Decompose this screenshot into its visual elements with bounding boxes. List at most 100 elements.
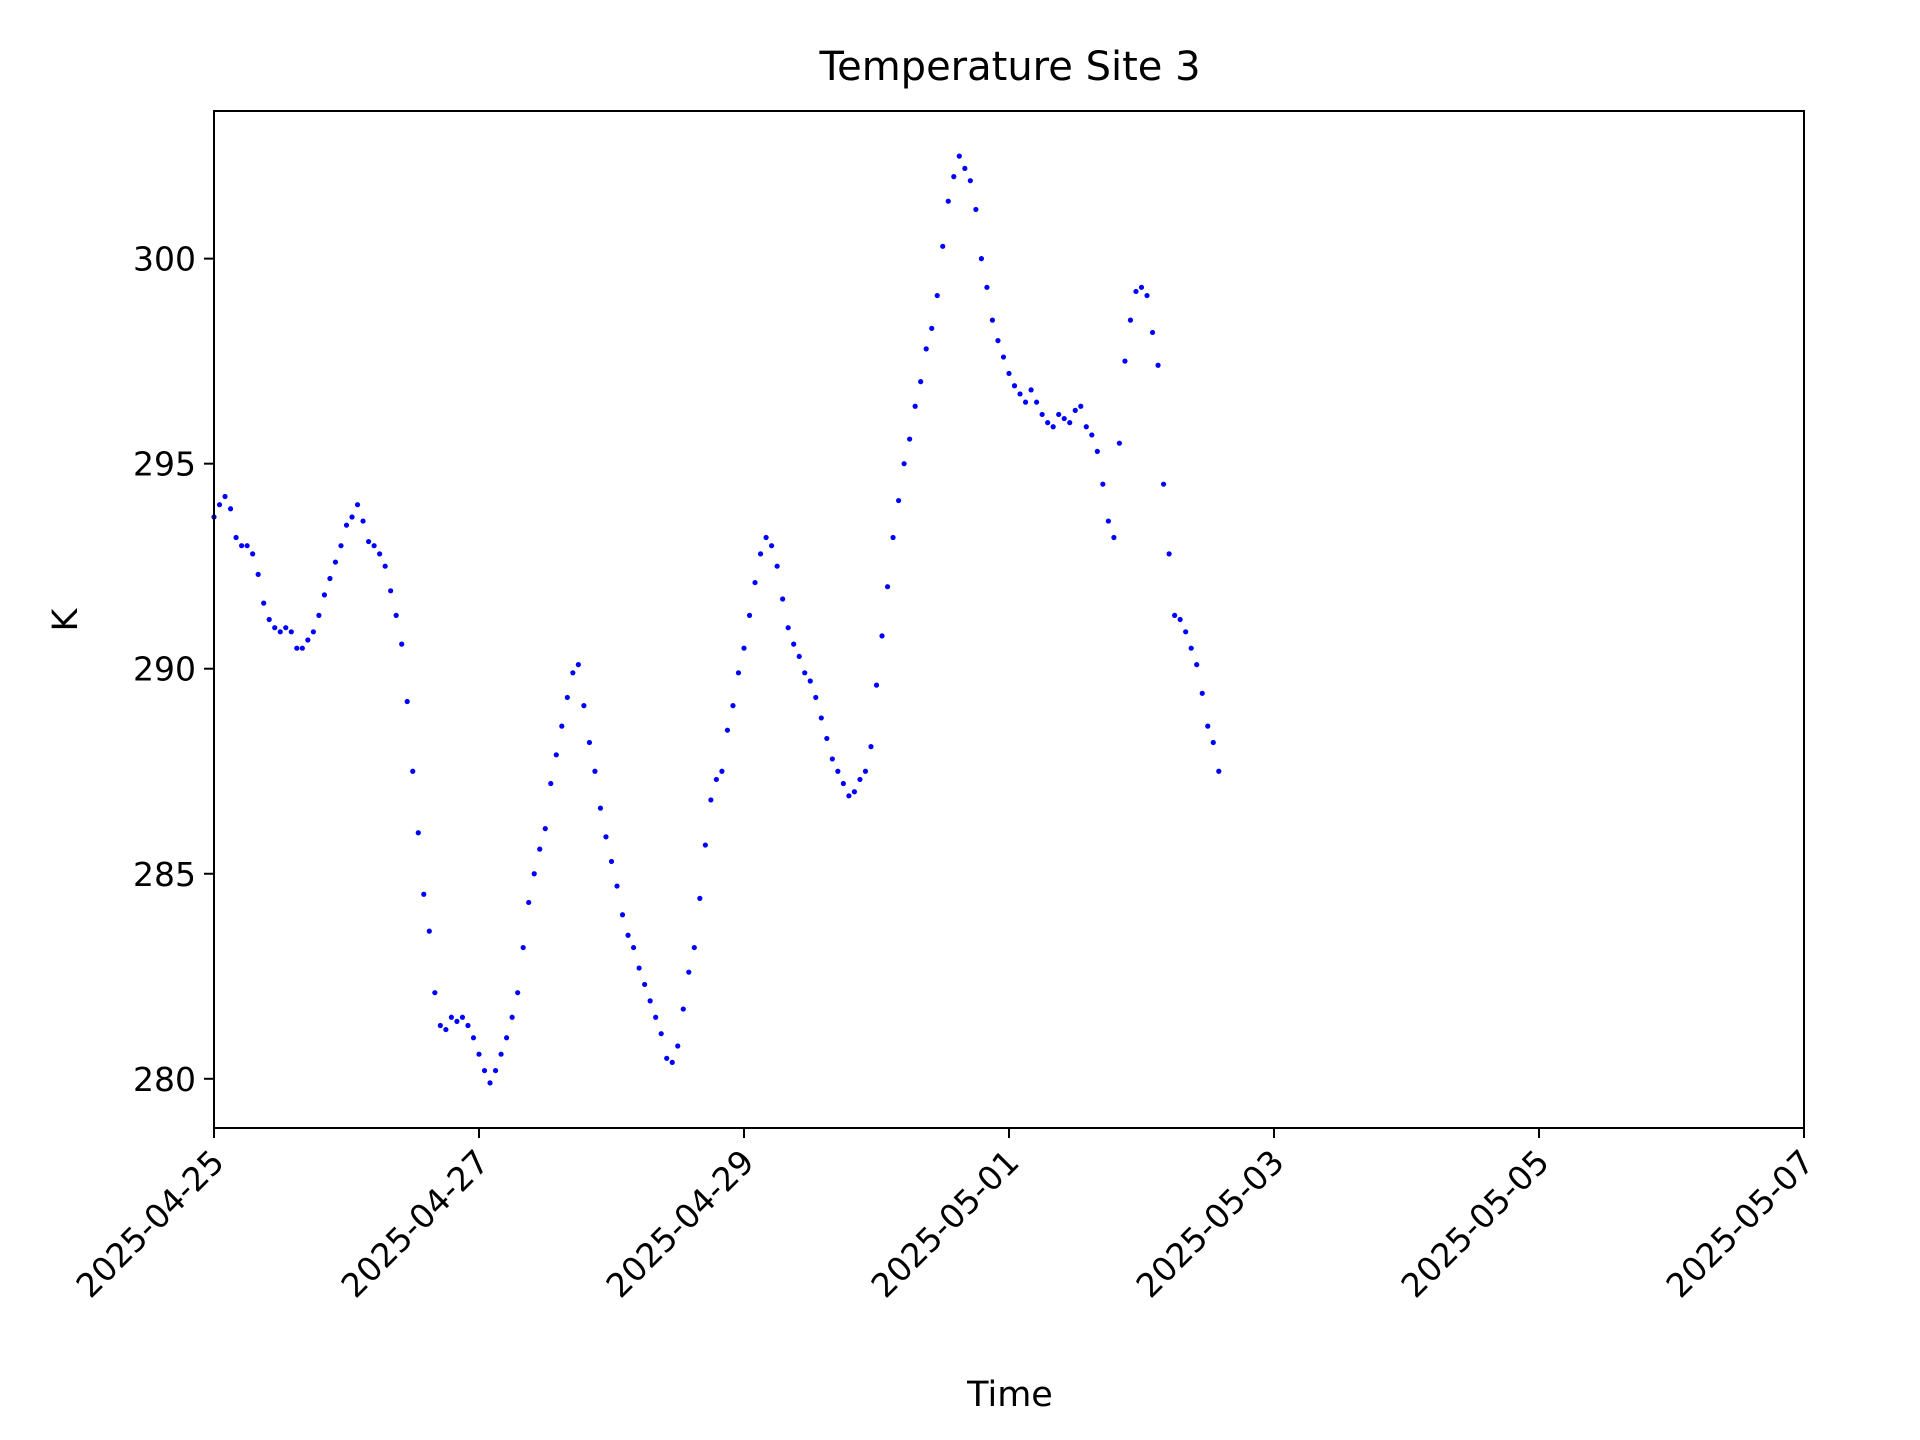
data-point — [305, 637, 311, 643]
data-point — [1105, 518, 1111, 524]
data-point — [520, 944, 526, 951]
data-point — [940, 243, 946, 249]
data-point — [1177, 616, 1183, 623]
data-point — [785, 625, 791, 631]
data-point — [1034, 399, 1040, 405]
data-point — [1188, 645, 1194, 651]
data-point — [294, 645, 300, 651]
data-point — [1028, 387, 1034, 393]
data-point — [1006, 370, 1012, 377]
data-point — [459, 1014, 466, 1020]
data-point — [691, 944, 697, 951]
data-point — [222, 493, 228, 500]
data-point — [868, 744, 874, 750]
data-point — [410, 768, 416, 774]
data-point — [973, 206, 979, 213]
data-point — [360, 518, 366, 524]
data-point — [1205, 723, 1211, 729]
data-point — [426, 928, 432, 934]
data-point — [404, 698, 410, 705]
data-point — [299, 645, 305, 651]
y-tick-label: 280 — [133, 1060, 196, 1099]
data-point — [846, 793, 852, 799]
data-point — [570, 670, 576, 676]
data-point — [752, 579, 758, 586]
data-point — [432, 990, 438, 996]
y-tick-label: 285 — [133, 855, 196, 894]
data-point — [465, 1022, 471, 1029]
data-point — [1127, 317, 1134, 323]
data-point — [581, 703, 587, 709]
data-point — [702, 842, 708, 848]
data-point — [515, 990, 521, 996]
data-point — [321, 592, 328, 598]
data-point — [1116, 440, 1123, 446]
data-point — [962, 165, 968, 172]
data-point — [619, 912, 626, 918]
data-point — [1072, 407, 1078, 413]
data-point — [310, 629, 316, 635]
data-point — [879, 633, 885, 639]
data-point — [1199, 690, 1205, 696]
data-point — [526, 899, 532, 906]
data-point — [388, 588, 394, 594]
data-point — [929, 325, 935, 331]
data-point — [918, 379, 924, 385]
y-axis-ticks: 280 285 290 295 300 — [133, 240, 214, 1099]
data-point — [487, 1080, 493, 1086]
data-point — [1133, 288, 1139, 295]
data-point — [277, 629, 283, 635]
data-point — [708, 797, 714, 803]
data-point — [912, 403, 918, 409]
data-point — [537, 846, 543, 852]
data-point — [614, 883, 620, 889]
x-tick-label: 2025-04-27 — [333, 1142, 496, 1305]
x-tick-label: 2025-04-25 — [68, 1142, 231, 1305]
y-axis-label: K — [46, 607, 86, 631]
data-point — [741, 645, 747, 651]
x-tick-label: 2025-04-29 — [598, 1142, 761, 1305]
data-point — [365, 538, 372, 545]
x-tick-label: 2025-05-07 — [1658, 1142, 1821, 1305]
data-point — [769, 543, 775, 549]
data-point — [818, 715, 824, 721]
data-point — [283, 625, 289, 631]
data-point — [586, 739, 593, 746]
data-point — [1094, 448, 1100, 454]
data-point — [1083, 424, 1089, 430]
data-point — [829, 756, 835, 762]
data-point — [332, 559, 339, 565]
data-point — [597, 805, 604, 811]
data-point — [608, 858, 615, 865]
data-point — [216, 502, 223, 508]
data-point — [1039, 411, 1045, 418]
data-point — [233, 534, 239, 541]
data-point — [1183, 629, 1189, 635]
data-point — [1216, 768, 1222, 774]
data-point — [553, 752, 559, 758]
data-point — [686, 969, 692, 975]
data-point — [393, 612, 399, 619]
data-point — [884, 584, 891, 590]
data-point — [266, 616, 272, 623]
data-point — [564, 694, 570, 701]
data-point — [437, 1022, 443, 1029]
data-point — [1122, 358, 1128, 364]
data-points-group — [211, 153, 1222, 1086]
data-point — [261, 600, 267, 606]
data-point — [851, 789, 858, 795]
data-point — [244, 543, 250, 549]
data-point — [1022, 399, 1029, 405]
data-point — [354, 502, 361, 508]
data-point — [1149, 329, 1156, 336]
data-point — [735, 670, 742, 676]
x-tick-label: 2025-05-05 — [1393, 1142, 1556, 1305]
data-point — [343, 522, 350, 528]
data-point — [504, 1035, 510, 1041]
data-point — [531, 871, 537, 877]
data-point — [647, 998, 653, 1004]
data-point — [1210, 739, 1216, 746]
data-point — [1155, 362, 1161, 368]
data-point — [746, 612, 753, 619]
x-tick-label: 2025-05-01 — [863, 1142, 1026, 1305]
